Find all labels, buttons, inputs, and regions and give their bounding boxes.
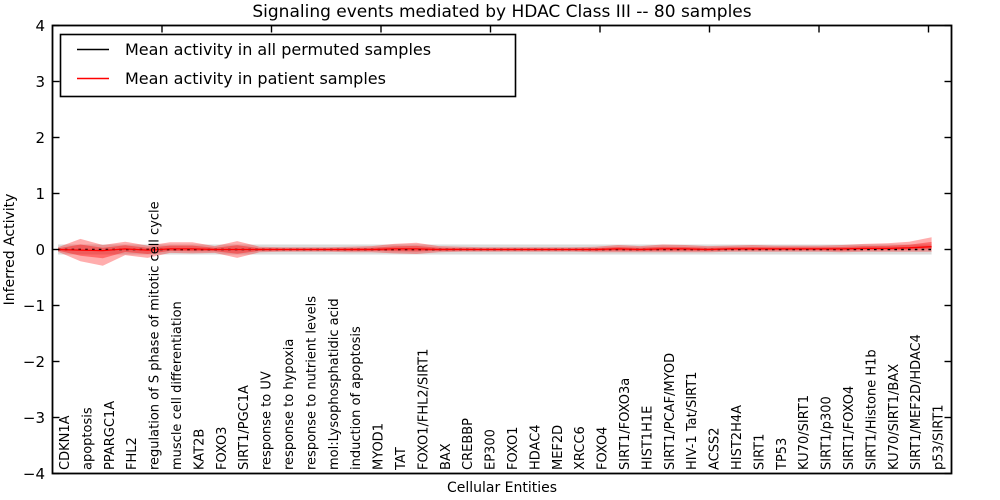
x-category-label: HIV-1 Tat/SIRT1: [685, 372, 700, 470]
x-category-label: response to nutrient levels: [304, 296, 319, 470]
legend-label-permuted: Mean activity in all permuted samples: [125, 40, 431, 59]
x-category-label: TAT: [394, 447, 409, 471]
y-tick-label: 2: [35, 129, 45, 147]
x-category-label: apoptosis: [80, 407, 95, 470]
x-category-label: HIST2H4A: [730, 405, 745, 470]
x-category-label: ACSS2: [708, 427, 723, 470]
x-category-label: SIRT1/p300: [820, 396, 835, 470]
plot-area: CDKN1A apoptosis PPARGC1A FHL2 regulation of…: [23, 17, 953, 483]
x-category-label: SIRT1/Histone H1b: [864, 349, 879, 470]
y-tick-label: 1: [35, 185, 45, 203]
x-category-label: muscle cell differentiation: [170, 301, 185, 470]
y-tick-label: 3: [35, 73, 45, 91]
x-category-label: HIST1H1E: [640, 406, 655, 470]
x-category-label: mol:Lysophosphatidic acid: [327, 298, 342, 470]
x-category-label: SIRT1/FOXO4: [842, 386, 857, 470]
x-category-label: MEF2D: [551, 425, 566, 470]
y-tick-label: 4: [35, 17, 45, 35]
y-tick-label: −3: [23, 409, 45, 427]
x-category-label: HDAC4: [528, 424, 543, 470]
x-category-label: CDKN1A: [58, 415, 73, 470]
x-category-label: EP300: [484, 429, 499, 470]
x-category-label: XRCC6: [573, 426, 588, 470]
legend-label-patient: Mean activity in patient samples: [125, 69, 386, 88]
x-category-label: CREBBP: [461, 418, 476, 470]
x-category-label: induction of apoptosis: [349, 326, 364, 470]
x-category-label: KU70/SIRT1: [797, 395, 812, 470]
chart-title: Signaling events mediated by HDAC Class …: [252, 2, 751, 22]
x-category-label: response to UV: [260, 371, 275, 470]
y-tick-label: −2: [23, 353, 45, 371]
legend: Mean activity in all permuted samples Me…: [59, 33, 517, 98]
x-category-label: FOXO3: [215, 427, 230, 470]
y-tick-label: 0: [35, 241, 45, 259]
x-category-label: SIRT1: [752, 434, 767, 470]
x-category-label: TP53: [775, 438, 790, 471]
y-axis-label: Inferred Activity: [2, 194, 18, 306]
x-category-label: SIRT1/MEF2D/HDAC4: [909, 334, 924, 470]
x-category-label: FOXO4: [596, 427, 611, 470]
legend-box: [59, 33, 517, 98]
x-category-label: p53/SIRT1: [932, 404, 947, 470]
x-category-label: SIRT1/FOXO3a: [618, 378, 633, 470]
x-category-label: FOXO1/FHL2/SIRT1: [416, 349, 431, 470]
x-category-label: MYOD1: [372, 423, 387, 470]
x-category-label: response to hypoxia: [282, 339, 297, 470]
y-tick-label: −4: [23, 465, 45, 483]
x-category-label: FHL2: [125, 437, 140, 470]
series-line-patient: [57, 246, 932, 252]
x-category-label: SIRT1/PGC1A: [237, 385, 252, 470]
x-category-label: BAX: [439, 443, 454, 470]
patient-activity-range-band: [58, 237, 932, 266]
x-category-label: regulation of S phase of mitotic cell cy…: [148, 201, 163, 470]
x-category-label: FOXO1: [506, 427, 521, 470]
x-category-label: PPARGC1A: [103, 401, 118, 470]
y-tick-label: −1: [23, 297, 45, 315]
x-category-label: KU70/SIRT1/BAX: [887, 364, 902, 470]
x-category-label: SIRT1/PCAF/MYOD: [663, 353, 678, 470]
x-category-label: KAT2B: [192, 429, 207, 470]
x-axis-label: Cellular Entities: [447, 480, 557, 496]
